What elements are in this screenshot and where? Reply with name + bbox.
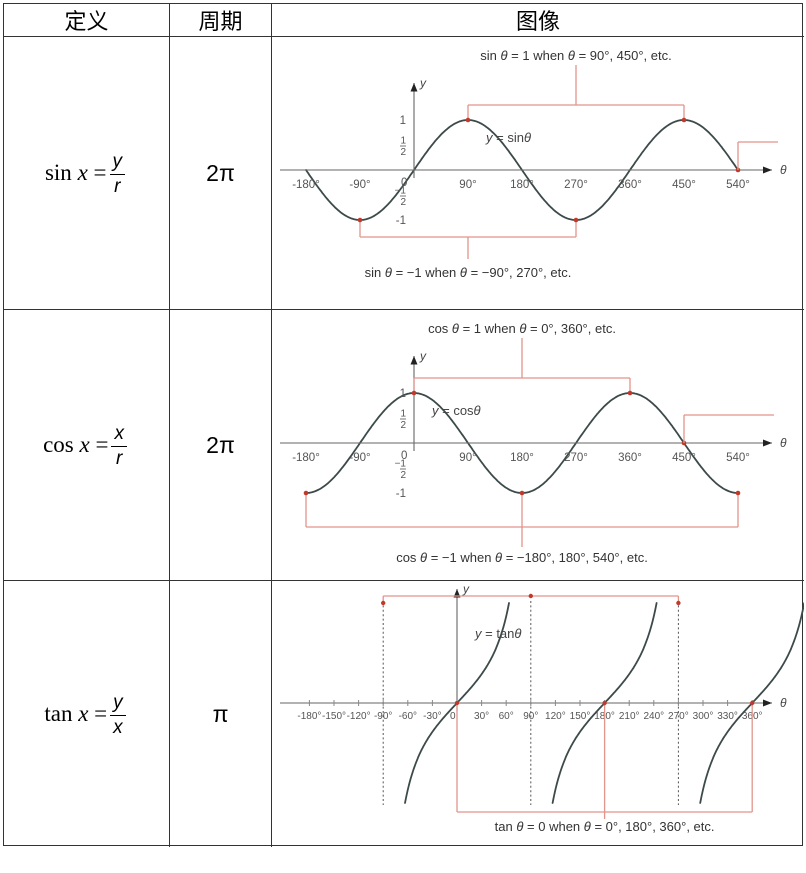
svg-text:300°: 300° <box>693 711 714 722</box>
svg-text:540°: 540° <box>726 452 750 464</box>
svg-text:450°: 450° <box>672 179 696 191</box>
svg-text:360°: 360° <box>618 179 642 191</box>
svg-text:y: y <box>462 582 470 596</box>
svg-text:270°: 270° <box>564 452 588 464</box>
svg-text:-1: -1 <box>396 488 406 500</box>
svg-text:2: 2 <box>400 197 406 208</box>
svg-text:-60°: -60° <box>399 711 417 722</box>
svg-text:-180°: -180° <box>292 179 320 191</box>
svg-text:240°: 240° <box>643 711 664 722</box>
svg-text:30°: 30° <box>474 711 489 722</box>
svg-text:θ: θ <box>780 163 787 177</box>
svg-text:-90°: -90° <box>349 179 370 191</box>
svg-text:y: y <box>419 349 427 363</box>
svg-text:cos θ = −1 when θ = −180°, 180: cos θ = −1 when θ = −180°, 180°, 540°, e… <box>396 550 648 565</box>
svg-text:270°: 270° <box>668 711 689 722</box>
svg-text:y = cosθ: y = cosθ <box>431 403 481 418</box>
svg-text:θ: θ <box>780 696 787 710</box>
svg-text:-180°: -180° <box>292 452 320 464</box>
svg-text:tan θ = 0 when θ = 0°, 180°, 3: tan θ = 0 when θ = 0°, 180°, 360°, etc. <box>495 819 715 834</box>
svg-text:sin θ = −1 when θ = −90°, 270°: sin θ = −1 when θ = −90°, 270°, etc. <box>365 265 572 280</box>
svg-text:60°: 60° <box>499 711 514 722</box>
svg-text:90°: 90° <box>459 179 476 191</box>
svg-text:2: 2 <box>400 147 406 158</box>
svg-text:y = tanθ: y = tanθ <box>474 626 521 641</box>
svg-text:cos θ = 1 when θ = 0°, 360°, e: cos θ = 1 when θ = 0°, 360°, etc. <box>428 321 616 336</box>
svg-text:2: 2 <box>400 420 406 431</box>
svg-text:-90°: -90° <box>349 452 370 464</box>
svg-text:sin θ = 1 when θ = 90°, 450°,: sin θ = 1 when θ = 90°, 450°, etc. <box>480 48 671 63</box>
svg-text:150°: 150° <box>570 711 591 722</box>
svg-text:y: y <box>419 76 427 90</box>
svg-text:330°: 330° <box>717 711 738 722</box>
svg-text:0: 0 <box>450 711 456 722</box>
svg-text:-150°: -150° <box>322 711 346 722</box>
svg-text:-90°: -90° <box>374 711 392 722</box>
svg-text:−1: −1 <box>395 186 407 197</box>
svg-text:y = sinθ: y = sinθ <box>485 130 531 145</box>
svg-text:90°: 90° <box>523 711 538 722</box>
svg-text:1: 1 <box>400 115 406 127</box>
svg-text:−1: −1 <box>395 459 407 470</box>
svg-text:-1: -1 <box>396 215 406 227</box>
svg-text:450°: 450° <box>672 452 696 464</box>
svg-text:210°: 210° <box>619 711 640 722</box>
svg-text:-180°: -180° <box>297 711 321 722</box>
svg-text:120°: 120° <box>545 711 566 722</box>
svg-text:180°: 180° <box>510 179 534 191</box>
svg-text:1: 1 <box>400 136 406 147</box>
svg-text:-30°: -30° <box>423 711 441 722</box>
svg-text:1: 1 <box>400 409 406 420</box>
svg-text:-120°: -120° <box>347 711 371 722</box>
svg-text:540°: 540° <box>726 179 750 191</box>
svg-text:1: 1 <box>400 388 406 400</box>
svg-text:360°: 360° <box>618 452 642 464</box>
svg-text:2: 2 <box>400 470 406 481</box>
svg-text:180°: 180° <box>510 452 534 464</box>
svg-text:θ: θ <box>780 436 787 450</box>
svg-text:90°: 90° <box>459 452 476 464</box>
svg-text:270°: 270° <box>564 179 588 191</box>
